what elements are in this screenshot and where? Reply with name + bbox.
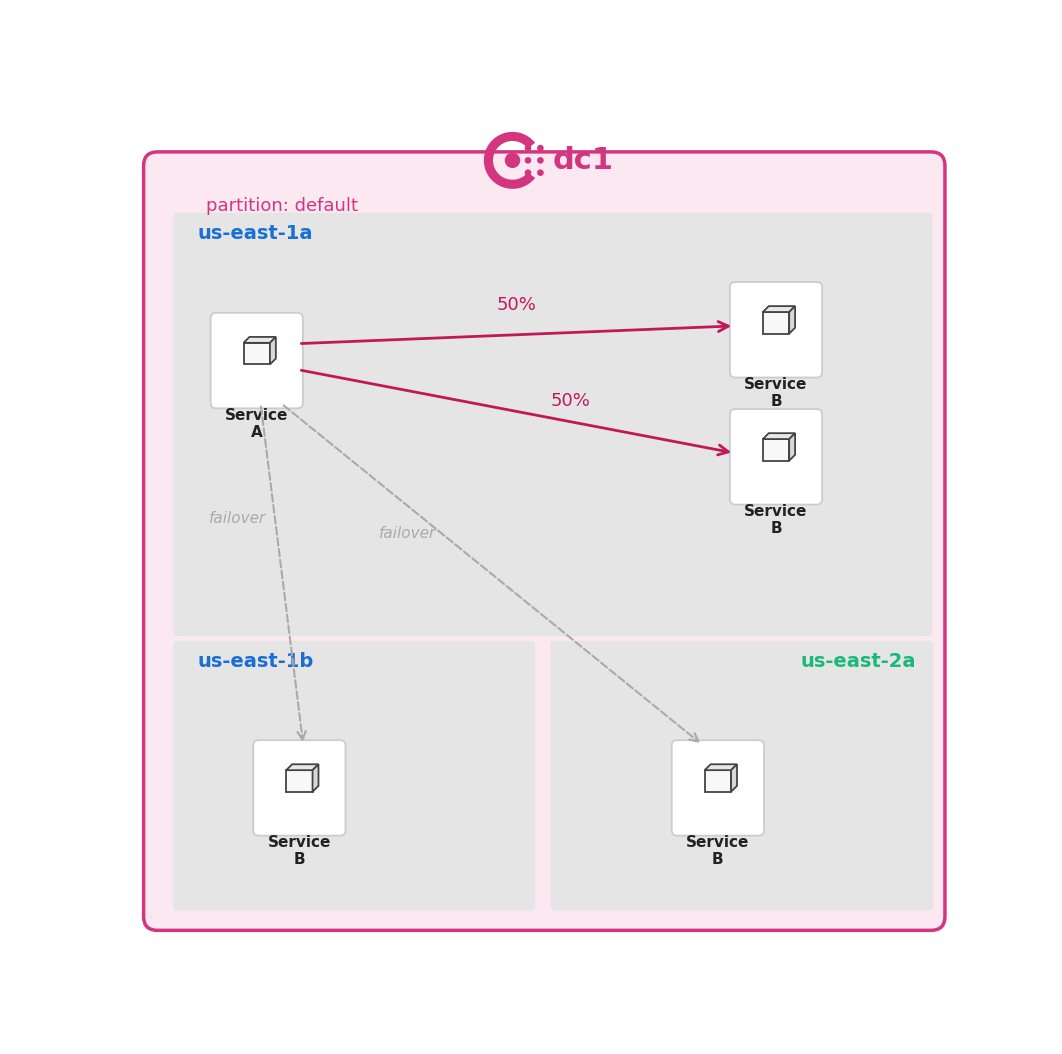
Text: dc1: dc1 [553,145,614,175]
FancyBboxPatch shape [730,409,822,505]
Polygon shape [789,433,795,461]
Circle shape [525,157,531,163]
FancyBboxPatch shape [253,740,345,836]
Text: Service
B: Service B [686,835,750,867]
Text: Service
B: Service B [268,835,331,867]
Text: failover: failover [379,526,436,542]
Text: 50%: 50% [496,296,536,314]
Polygon shape [731,764,737,792]
Text: Service
B: Service B [744,504,808,536]
Polygon shape [243,337,276,343]
Text: Service
B: Service B [744,376,808,409]
Polygon shape [763,312,789,334]
Polygon shape [286,764,319,770]
Text: partition: default: partition: default [206,197,358,215]
FancyBboxPatch shape [173,213,932,637]
Polygon shape [705,764,737,770]
Polygon shape [763,306,795,312]
Text: failover: failover [209,511,266,526]
Circle shape [525,144,531,152]
Polygon shape [763,433,795,440]
Wedge shape [484,132,535,189]
Polygon shape [312,764,319,792]
Polygon shape [270,337,276,365]
FancyBboxPatch shape [730,282,822,377]
Polygon shape [286,770,312,792]
Circle shape [504,153,520,168]
Polygon shape [705,770,731,792]
Polygon shape [789,306,795,334]
Circle shape [537,157,544,163]
Polygon shape [763,440,789,461]
Circle shape [537,170,544,176]
FancyBboxPatch shape [672,740,764,836]
Circle shape [537,144,544,152]
FancyBboxPatch shape [550,641,933,911]
Circle shape [525,170,531,176]
Text: us-east-1b: us-east-1b [198,651,313,670]
Text: us-east-1a: us-east-1a [198,225,312,243]
Polygon shape [243,343,270,365]
Text: 50%: 50% [551,392,590,410]
FancyBboxPatch shape [143,152,945,931]
FancyBboxPatch shape [173,641,535,911]
Text: Service
A: Service A [225,408,289,440]
Text: us-east-2a: us-east-2a [800,651,915,670]
FancyBboxPatch shape [210,313,303,408]
